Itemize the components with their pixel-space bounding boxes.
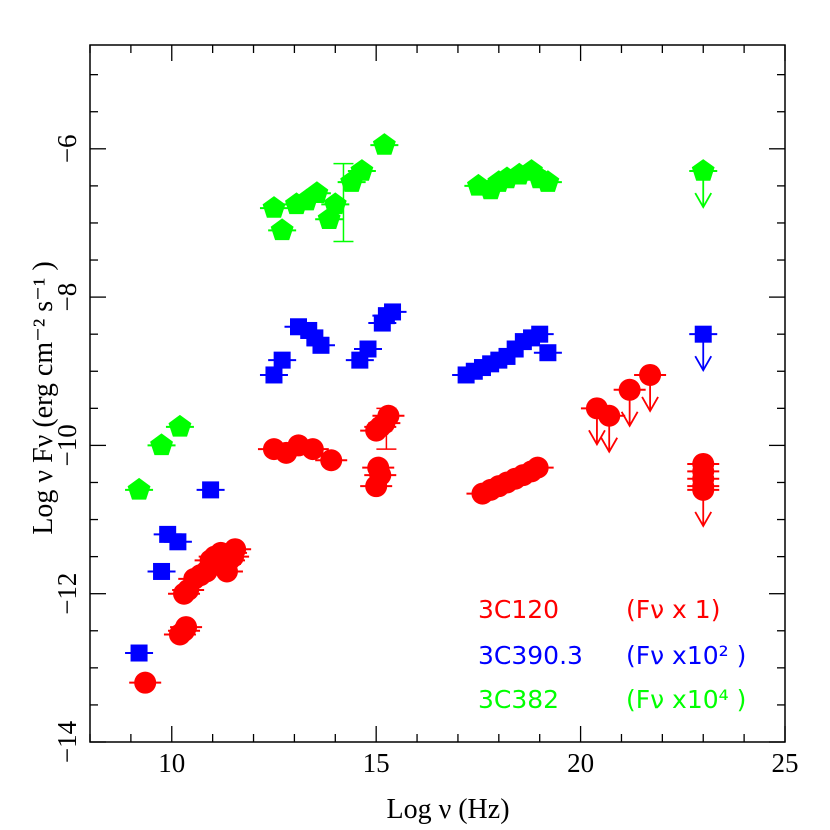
3c3903-point <box>169 533 187 551</box>
3c120-point <box>224 538 247 561</box>
3c120-point <box>301 438 324 461</box>
3c120-limit-arrowhead <box>694 511 713 528</box>
axis-ticks <box>89 45 786 743</box>
3c3903-point <box>273 351 291 369</box>
3c120-point <box>134 671 157 694</box>
plot-border <box>89 44 786 743</box>
y-axis-title: Log ν Fν (erg cm⁻² s⁻¹ ) <box>28 261 59 534</box>
axis-tick-labels: 10 15 20 25 −6 −8 −10 −12 −14 <box>52 134 799 778</box>
legend-label-3c120: 3C120 <box>478 595 559 624</box>
y-tick-label: −14 <box>52 720 82 763</box>
y-tick-label: −6 <box>52 134 82 163</box>
3c382-limit-point <box>691 159 715 181</box>
plot-frame <box>89 44 786 743</box>
3c120-limit-arrowhead <box>620 411 639 428</box>
legend-scale-3c390: (Fν x10² ) <box>626 641 746 670</box>
3c3903-limit-arrowhead <box>694 355 713 372</box>
y-tick-label: −10 <box>52 424 82 466</box>
3c382-limit-arrowhead <box>694 192 713 209</box>
legend-scale-3c120: (Fν x 1) <box>626 595 720 624</box>
3c382-point <box>536 170 560 192</box>
data-points <box>127 133 715 694</box>
3c3903-point <box>130 644 148 662</box>
3c382-point <box>168 414 192 437</box>
legend-label-3c382: 3C382 <box>478 685 559 714</box>
3c120-limit-arrowhead <box>600 437 618 454</box>
3c3903-point <box>265 366 283 384</box>
3c382-point <box>305 181 329 203</box>
3c120-point <box>175 616 198 639</box>
x-tick-label: 20 <box>567 748 594 778</box>
legend-label-3c390: 3C390.3 <box>478 641 583 670</box>
3c382-point <box>350 159 374 181</box>
3c3903-point <box>312 336 330 354</box>
3c382-point <box>150 433 173 456</box>
3c120-limit-arrowhead <box>641 396 659 413</box>
x-tick-label: 25 <box>772 748 799 778</box>
y-tick-label: −12 <box>52 573 82 615</box>
3c382-point <box>323 192 347 215</box>
3c382-point <box>372 133 396 155</box>
legend-scale-3c382: (Fν x10⁴ ) <box>626 685 746 714</box>
3c3903-point <box>359 340 377 358</box>
x-axis-title: Log ν (Hz) <box>386 794 509 825</box>
3c3903-point <box>539 344 557 362</box>
y-tick-label: −8 <box>52 283 82 312</box>
3c3903-point <box>384 303 402 321</box>
legend: 3C120 (Fν x 1) 3C390.3 (Fν x10² ) 3C382 … <box>478 595 746 714</box>
x-tick-label: 10 <box>158 748 185 778</box>
3c3903-point <box>202 481 220 499</box>
3c120-point <box>369 464 392 487</box>
3c3903-point <box>153 562 171 580</box>
3c120-point <box>377 404 400 427</box>
3c382-point <box>262 196 286 218</box>
upper-limit-arrows <box>588 171 713 528</box>
3c3903-point <box>531 325 549 343</box>
3c120-point <box>320 449 343 472</box>
3c120-limit-arrowhead <box>588 429 606 447</box>
3c382-point <box>270 218 294 241</box>
x-tick-label: 15 <box>363 748 390 778</box>
3c120-point <box>526 456 549 479</box>
3c382-point <box>127 477 151 500</box>
